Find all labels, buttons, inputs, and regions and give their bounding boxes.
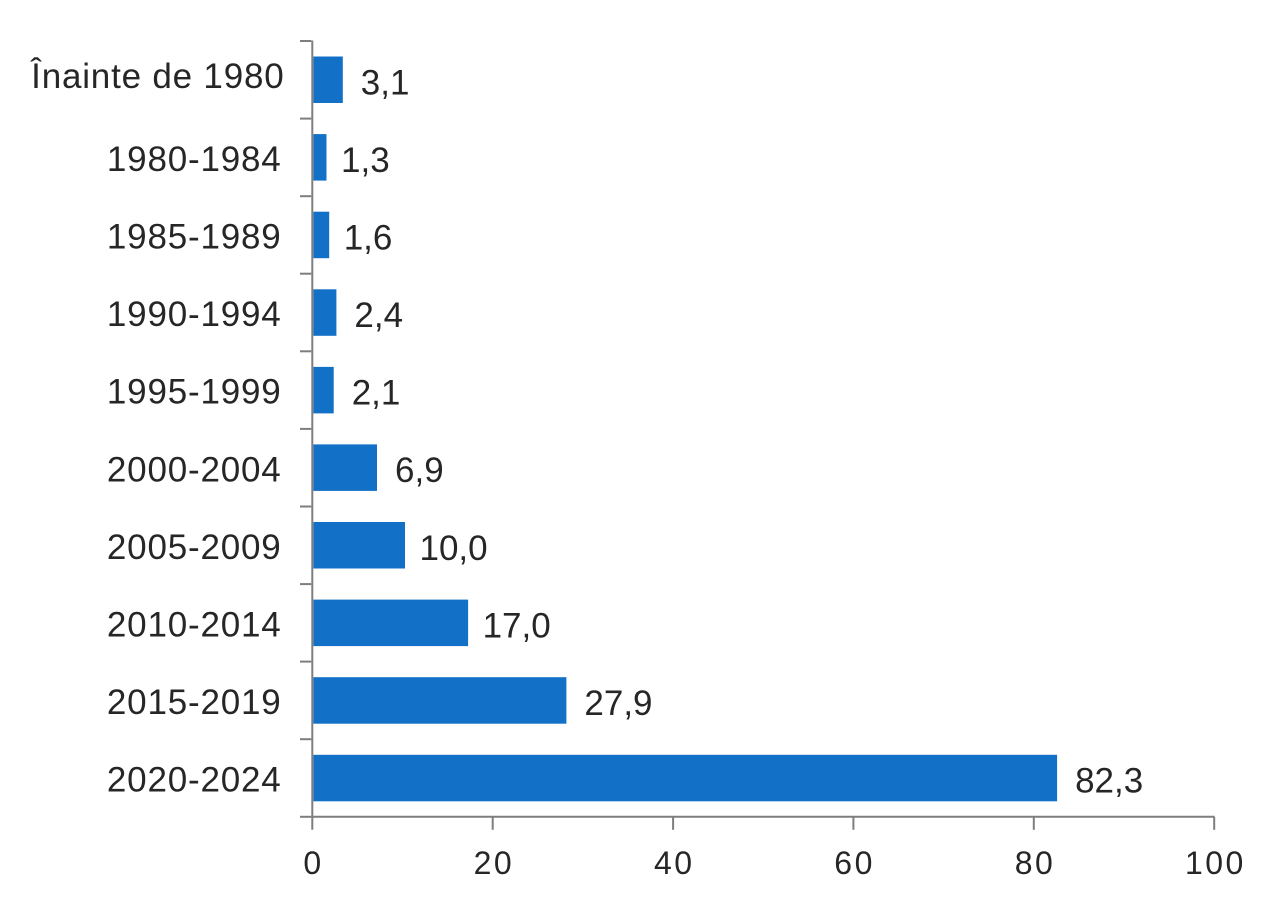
svg-text:2020-2024: 2020-2024 <box>107 761 282 800</box>
svg-text:1990-1994: 1990-1994 <box>107 295 282 334</box>
svg-text:2015-2019: 2015-2019 <box>107 683 282 722</box>
svg-text:80: 80 <box>1015 845 1056 881</box>
svg-text:2,1: 2,1 <box>352 374 401 413</box>
svg-text:20: 20 <box>474 845 515 881</box>
svg-text:1995-1999: 1995-1999 <box>107 373 282 412</box>
svg-text:1,6: 1,6 <box>344 218 393 257</box>
svg-text:2010-2014: 2010-2014 <box>107 606 282 645</box>
svg-text:2000-2004: 2000-2004 <box>107 450 282 489</box>
svg-text:27,9: 27,9 <box>584 684 652 723</box>
svg-text:82,3: 82,3 <box>1075 762 1143 801</box>
svg-text:1980-1984: 1980-1984 <box>107 140 282 179</box>
svg-text:2,4: 2,4 <box>354 296 403 335</box>
svg-text:1,3: 1,3 <box>341 141 390 180</box>
svg-text:Înainte de 1980: Înainte de 1980 <box>30 57 284 96</box>
svg-text:40: 40 <box>654 845 695 881</box>
svg-text:3,1: 3,1 <box>361 63 410 102</box>
svg-text:6,9: 6,9 <box>395 451 444 490</box>
svg-text:17,0: 17,0 <box>483 606 551 645</box>
svg-text:10,0: 10,0 <box>420 529 488 568</box>
svg-text:100: 100 <box>1185 845 1246 881</box>
svg-text:0: 0 <box>303 845 323 881</box>
svg-text:60: 60 <box>834 845 875 881</box>
svg-text:1985-1989: 1985-1989 <box>107 218 282 257</box>
svg-text:2005-2009: 2005-2009 <box>107 528 282 567</box>
